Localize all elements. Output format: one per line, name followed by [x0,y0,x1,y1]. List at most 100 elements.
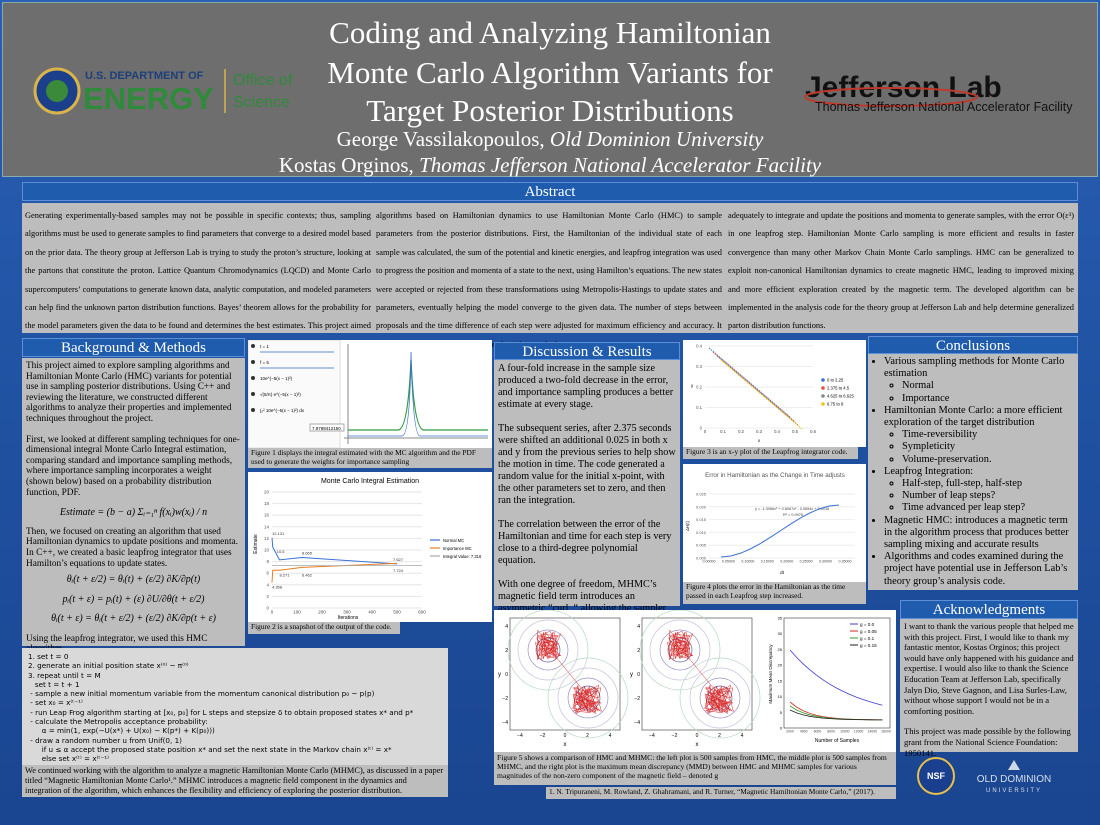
sub-bullet: Time advanced per leap step? [902,502,1074,514]
y-tick-label: −4 [502,720,508,726]
x-tick-label: 500 [393,610,401,615]
sub-bullet: Number of leap steps? [902,490,1074,502]
reference: 1. N. Tripuraneni, M. Rowland, Z. Ghahra… [546,787,896,799]
x-tick-label: 0 [564,733,567,739]
algorithm-line: - set x₀ = x⁽ᵗ⁻¹⁾ [28,698,83,708]
bullet-text: Hamiltonian Monte Carlo: a more efficien… [884,404,1063,429]
odu-line2: UNIVERSITY [986,788,1042,794]
y-tick-label: 4 [266,582,269,587]
legend-label: Normal MC [443,538,464,543]
jlab-orbit [804,87,978,107]
algorithm: 1. set t = 0 2. generate an initial posit… [22,648,448,765]
y-tick-label: 35 [778,616,783,621]
x-label: dt [780,570,785,575]
y-tick-label: 0.020 [696,504,707,509]
sub-list: NormalImportance [884,380,1074,404]
background-body: This project aimed to explore sampling a… [22,358,245,654]
abstract-column: algorithms based on Hamiltonian dynamics… [376,211,722,349]
y-tick-label: 15 [778,678,783,683]
control-dot [251,392,255,396]
y-tick-label: 0.1 [696,405,702,410]
doe-line2: ENERGY [83,81,214,116]
sub-bullet: Sympleticity [902,441,1074,453]
control-dot [251,408,255,412]
y-tick-label: −2 [502,696,508,702]
legend-label: Integral Value: 7.316 [443,554,482,559]
legend-label: 0 to 2.25 [827,378,844,383]
x-tick-label: 0.1 [720,429,726,434]
x-tick-label: 6000 [814,729,822,733]
bullet-text: Various sampling methods for Monte Carlo… [884,356,1065,380]
x-tick-label: 600 [418,610,426,615]
jlab-logo: Jefferson Lab Thomas Jefferson National … [804,71,1073,114]
y-tick-label: 0.000 [696,556,707,561]
doe-logo: U.S. DEPARTMENT OF ENERGY Office of Scie… [33,67,293,116]
figure-caption: Figure 5 shows a comparison of HMC and M… [494,752,896,785]
author-affiliation: Thomas Jefferson National Accelerator Fa… [419,153,822,177]
office-line2: Science [233,94,290,111]
trend-r2: R² = 0.9978 [783,513,803,517]
algorithm-line: set t = t + 1 [28,679,80,689]
y-tick-label: 4 [505,624,508,630]
algorithm-line: - draw a random number u from Unif(0, 1) [28,735,182,745]
y-label: y [691,383,694,388]
x-tick-label: 0.3 [756,429,762,434]
y-tick-label: 14 [264,524,270,529]
algorithm-line: 2. generate an initial position state x⁽… [28,661,189,671]
paragraph: The subsequent series, after 2.375 secon… [498,423,676,506]
odu-line1: OLD DOMINION [977,774,1051,785]
x-tick-label: 2 [718,733,721,739]
author-affiliation: Old Dominion University [549,127,764,151]
point-label: 8.271 [280,572,291,577]
y-tick-label: 2 [505,648,508,654]
sub-bullet: Normal [902,380,1074,392]
value-box-text: 7.9788412150 [312,426,341,431]
x-tick-label: −4 [517,733,523,739]
contour [707,685,733,711]
point-label: 10.5 [277,549,286,554]
control-dot [251,344,255,348]
x-tick-label: 0.15000 [761,560,774,564]
contour [667,637,693,663]
y-tick-label: 20 [778,663,783,668]
y-tick-label: 20 [264,490,270,495]
y-tick-label: 18 [264,501,270,506]
doe-seal-inner [46,80,68,102]
x-tick-label: 12000 [854,729,864,733]
paragraph: First, we looked at different sampling t… [26,434,240,498]
bullet: Magnetic HMC: introduces a magnetic term… [884,515,1074,552]
y-label: Maximum Mean Discrepancy [768,644,773,704]
abstract-column: Generating experimentally-based samples … [25,211,371,349]
author: George Vassilakopoulos, Old Dominion Uni… [3,127,1097,152]
closing-paragraph: We continued working with the algorithm … [22,765,448,797]
x-tick-label: 0.5 [792,429,798,434]
bullet: Various sampling methods for Monte Carlo… [884,356,1074,405]
y-tick-label: 0.010 [696,530,707,535]
algorithm-line: 1. set t = 0 [28,652,69,661]
x-tick-label: 2 [586,733,589,739]
legend-label: g = 0.0 [860,622,875,627]
x-tick-label: 0 [271,610,274,615]
paragraph: The correlation between the error of the… [498,519,672,566]
trend-equation: y = -1.3066x³ + 0.8067x² - 0.0694x + 0.0… [755,507,829,511]
figure-5: −4−4−2−2002244xy−4−4−2−2002244xy05101520… [494,610,896,752]
figure-2: Monte Carlo Integral Estimation Estimate… [248,472,492,622]
chart-title: Monte Carlo Integral Estimation [321,478,419,485]
footer-logos: NSF OLD DOMINION UNIVERSITY [917,757,1051,795]
discussion-body: A four-fold increase in the sample size … [494,360,680,626]
x-tick-label: 0.20000 [780,560,793,564]
figure-1: 7.9788412150 t = 1 f = 5 10e^(−5(x − 1)²) √… [248,340,492,448]
x-tick-label: 100 [293,610,301,615]
x-tick-label: 0 [704,429,707,434]
algorithm-line: if u ≤ α accept the proposed state posit… [28,744,392,754]
y-tick-label: 4 [637,624,640,630]
x-tick-label: 4000 [800,729,808,733]
contour [547,657,629,739]
y-tick-label: 6 [266,571,269,576]
y-tick-label: 0.4 [696,344,702,349]
y-tick-label: 10 [264,548,270,553]
x-label: x [696,742,699,748]
x-tick-label: −4 [649,733,655,739]
nsf-logo [917,757,955,795]
legend-label: 6.75 to 8 [827,402,844,407]
